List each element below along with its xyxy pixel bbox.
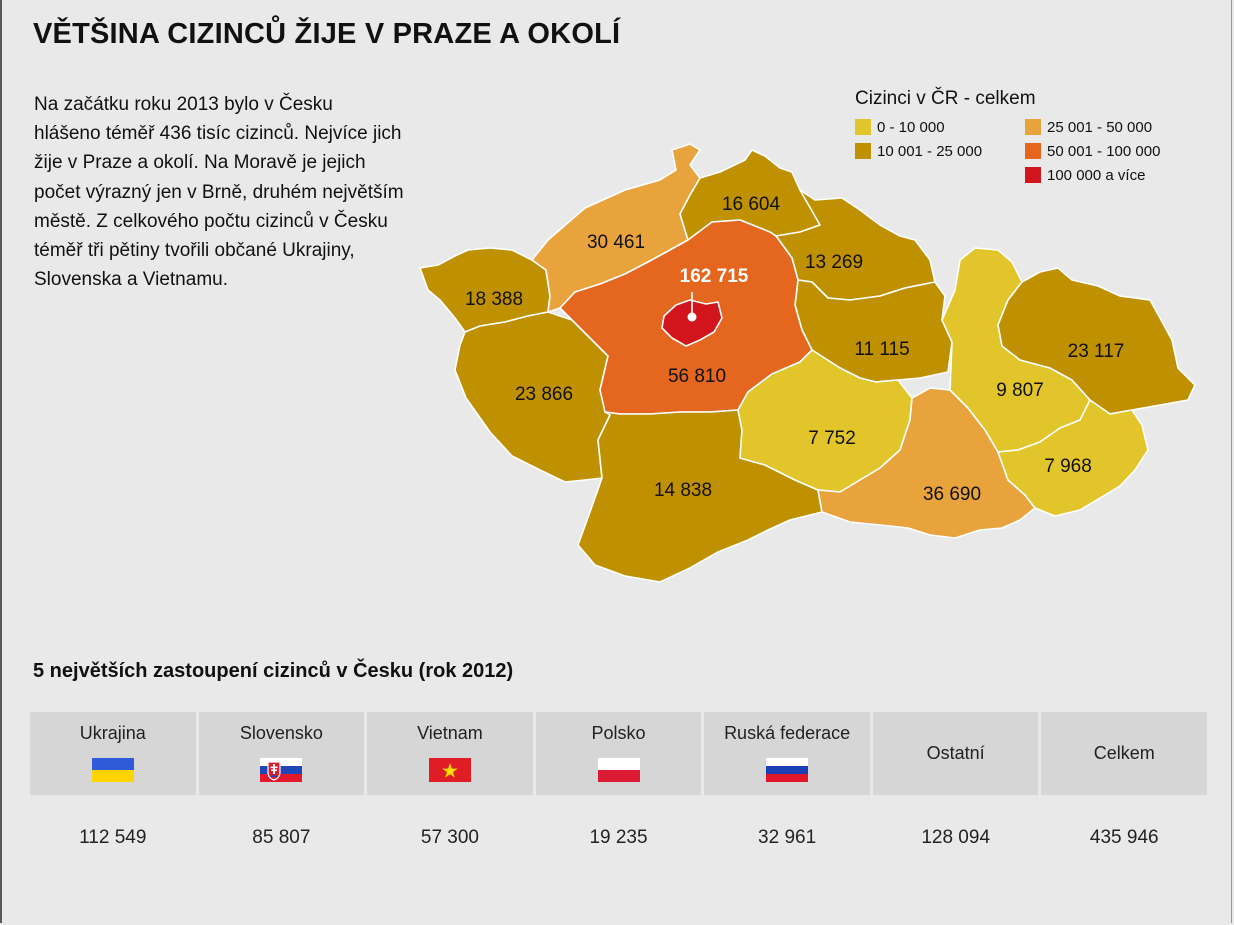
legend-swatch bbox=[1025, 167, 1041, 183]
legend-item: 10 001 - 25 000 bbox=[855, 140, 1025, 162]
region-praha[interactable] bbox=[661, 299, 723, 347]
column-label: Ukrajina bbox=[79, 723, 146, 743]
region-label-vysocina: 7 752 bbox=[808, 428, 856, 449]
table-header-cell: Ostatní bbox=[872, 712, 1039, 795]
table-header-cell: Ruská federace bbox=[704, 712, 870, 795]
legend-swatch bbox=[1025, 143, 1041, 159]
vietnam-flag-icon bbox=[428, 758, 471, 782]
legend-item-label: 50 001 - 100 000 bbox=[1047, 142, 1161, 160]
table-cell-value: 435 946 bbox=[1089, 827, 1159, 848]
region-label-zlinsky: 7 968 bbox=[1044, 456, 1092, 477]
map-legend: Cizinci v ČR - celkem 0 - 10 000 25 001 … bbox=[855, 88, 1225, 186]
legend-item: 0 - 10 000 bbox=[855, 116, 1025, 138]
legend-item: 50 001 - 100 000 bbox=[1025, 140, 1195, 162]
table-cell-value: 112 549 bbox=[79, 827, 147, 848]
poland-flag-icon bbox=[597, 758, 640, 782]
table-cell-value: 128 094 bbox=[921, 827, 991, 848]
table-header-row: Ukrajina Slovensko Vietnam bbox=[30, 712, 1208, 795]
legend-items: 0 - 10 000 25 001 - 50 000 10 001 - 25 0… bbox=[855, 116, 1225, 186]
ukraine-flag-icon bbox=[91, 758, 134, 782]
slovakia-flag-icon bbox=[260, 758, 303, 782]
table-cell-value: 32 961 bbox=[758, 827, 817, 848]
region-moravskoslezsky[interactable] bbox=[997, 267, 1196, 415]
legend-item-empty bbox=[855, 164, 1025, 186]
region-label-jihocesky: 14 838 bbox=[654, 480, 712, 501]
region-label-pardubicky: 11 115 bbox=[854, 339, 909, 360]
table-cell-value: 19 235 bbox=[589, 827, 648, 848]
legend-item: 25 001 - 50 000 bbox=[1025, 116, 1195, 138]
region-jihocesky[interactable] bbox=[577, 409, 823, 583]
region-label-kralovehradecky: 13 269 bbox=[805, 252, 863, 273]
czech-regions-map: 18 388 23 866 30 461 16 604 13 269 11 11… bbox=[419, 143, 1196, 583]
legend-swatch bbox=[855, 143, 871, 159]
region-label-jihomoravsky: 36 690 bbox=[923, 484, 981, 505]
column-label: Vietnam bbox=[417, 723, 483, 743]
page-title: VĚTŠINA CIZINCŮ ŽIJE V PRAZE A OKOLÍ bbox=[33, 18, 621, 50]
region-label-moravskoslezsky: 23 117 bbox=[1068, 341, 1125, 362]
table-header-cell: Vietnam bbox=[367, 712, 533, 795]
column-label: Polsko bbox=[591, 723, 646, 743]
table-cell-value: 57 300 bbox=[420, 827, 479, 848]
table-header-cell: Slovensko bbox=[198, 712, 365, 795]
region-label-ustecky: 30 461 bbox=[587, 232, 645, 253]
table-row: 112 549 85 807 57 300 19 235 32 961 128 … bbox=[30, 827, 1207, 849]
column-label: Celkem bbox=[1093, 743, 1155, 763]
region-label-praha: 162 715 bbox=[680, 266, 749, 287]
legend-swatch bbox=[1025, 119, 1041, 135]
table-header-cell: Polsko bbox=[535, 712, 702, 795]
table-cell-value: 85 807 bbox=[252, 827, 311, 848]
column-label: Ruská federace bbox=[724, 723, 851, 743]
region-label-stredocesky: 56 810 bbox=[668, 366, 726, 387]
region-label-karlovarsky: 18 388 bbox=[465, 289, 523, 310]
legend-swatch bbox=[855, 119, 871, 135]
legend-title: Cizinci v ČR - celkem bbox=[855, 88, 1036, 109]
praha-callout-dot bbox=[687, 312, 697, 322]
russia-flag-icon bbox=[766, 758, 809, 782]
legend-item-label: 100 000 a více bbox=[1047, 166, 1146, 184]
column-label: Slovensko bbox=[239, 723, 323, 743]
table-title: 5 největších zastoupení cizinců v Česku … bbox=[33, 660, 514, 682]
table-header-cell: Ukrajina bbox=[30, 712, 196, 795]
region-label-plzensky: 23 866 bbox=[515, 384, 573, 405]
legend-item: 100 000 a více bbox=[1025, 164, 1195, 186]
region-zlinsky[interactable] bbox=[997, 399, 1149, 517]
intro-text: Na začátku roku 2013 bylo v Česku hlášen… bbox=[34, 94, 404, 291]
region-label-olomoucky: 9 807 bbox=[996, 380, 1044, 401]
table-header-cell: Celkem bbox=[1041, 712, 1208, 795]
region-label-liberecky: 16 604 bbox=[722, 194, 781, 215]
foreigners-table: Ukrajina Slovensko Vietnam bbox=[30, 712, 1208, 849]
legend-item-label: 0 - 10 000 bbox=[877, 118, 945, 136]
legend-item-label: 10 001 - 25 000 bbox=[877, 142, 983, 160]
legend-item-label: 25 001 - 50 000 bbox=[1047, 118, 1153, 136]
column-label: Ostatní bbox=[926, 743, 985, 763]
